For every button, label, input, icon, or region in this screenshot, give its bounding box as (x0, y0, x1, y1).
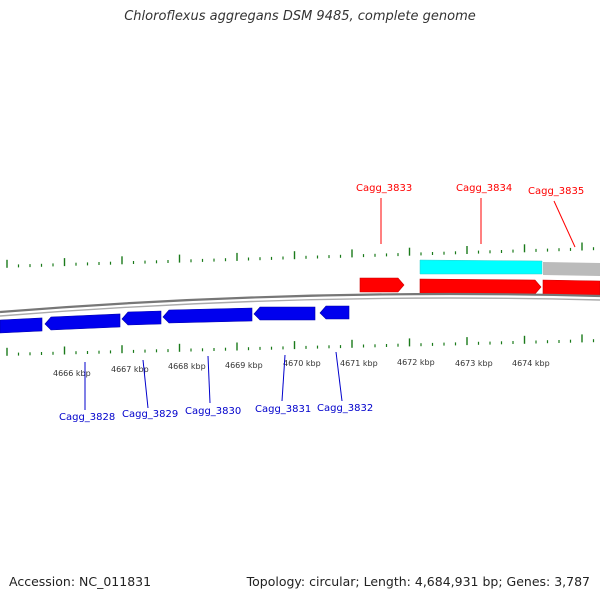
gene-arrow-cagg-3830[interactable] (121, 310, 162, 326)
gene-arrow-cagg-3835[interactable] (542, 279, 600, 296)
forward-gene-labels: Cagg_3833 Cagg_3834 Cagg_3835 (356, 183, 584, 248)
gene-label-cagg-3831[interactable]: Cagg_3831 (255, 404, 311, 415)
gene-label-cagg-3828[interactable]: Cagg_3828 (59, 412, 115, 423)
gene-arrow-cagg-3832[interactable] (253, 306, 316, 321)
topology-text: Topology: circular; Length: 4,684,931 bp… (246, 574, 590, 589)
scale-label: 4672 kbp (397, 358, 435, 367)
scale-label: 4666 kbp (53, 369, 91, 378)
gene-label-cagg-3830[interactable]: Cagg_3830 (185, 406, 241, 417)
scale-label: 4673 kbp (455, 359, 493, 368)
gene-label-cagg-3833[interactable]: Cagg_3833 (356, 183, 412, 194)
gene-arrow-cagg-3828[interactable] (0, 317, 43, 334)
gene-arrow-cagg-3829[interactable] (44, 313, 121, 331)
scale-label: 4670 kbp (283, 359, 321, 368)
gene-arrow-small[interactable] (319, 305, 350, 320)
gene-label-cagg-3835[interactable]: Cagg_3835 (528, 186, 584, 197)
gene-label-cagg-3829[interactable]: Cagg_3829 (122, 409, 178, 420)
accession-text: Accession: NC_011831 (9, 574, 152, 589)
gene-arrow-cagg-3834[interactable] (419, 278, 542, 295)
gene-arrow-cagg-3831[interactable] (162, 307, 253, 324)
cyan-feature (419, 259, 543, 275)
scale-label: 4667 kbp (111, 365, 149, 374)
outer-tick-track (6, 242, 595, 268)
genome-title: Chloroflexus aggregans DSM 9485, complet… (124, 9, 476, 24)
scale-label: 4669 kbp (225, 361, 263, 370)
inner-tick-track (6, 334, 595, 356)
reverse-gene-labels: Cagg_3828 Cagg_3829 Cagg_3830 Cagg_3831 … (59, 351, 373, 423)
gene-arrow-cagg-3833[interactable] (359, 277, 405, 293)
scale-label: 4674 kbp (512, 359, 550, 368)
scale-label: 4668 kbp (168, 362, 206, 371)
genome-backbone-outer (0, 292, 600, 314)
gene-label-cagg-3834[interactable]: Cagg_3834 (456, 183, 512, 194)
genome-backbone-inner (0, 297, 600, 317)
scale-labels: 4666 kbp 4667 kbp 4668 kbp 4669 kbp 4670… (53, 358, 550, 378)
gray-feature (543, 262, 600, 276)
scale-label: 4671 kbp (340, 359, 378, 368)
gene-label-cagg-3832[interactable]: Cagg_3832 (317, 403, 373, 414)
